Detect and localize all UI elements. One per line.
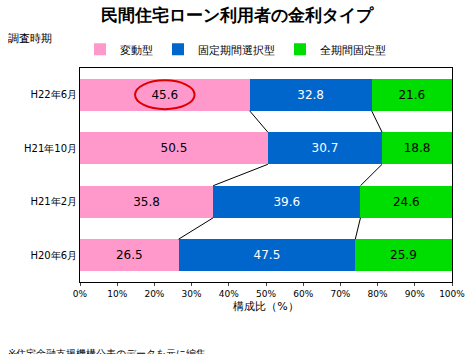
- svg-text:H20年6月: H20年6月: [30, 250, 77, 261]
- svg-text:70%: 70%: [330, 289, 350, 299]
- svg-text:25.9: 25.9: [390, 248, 417, 262]
- svg-text:全期間固定型: 全期間固定型: [320, 44, 386, 57]
- svg-text:H21年2月: H21年2月: [30, 196, 77, 207]
- svg-text:80%: 80%: [368, 289, 388, 299]
- svg-text:45.6: 45.6: [151, 88, 178, 102]
- svg-text:50.5: 50.5: [161, 141, 188, 155]
- svg-text:調査時期: 調査時期: [8, 32, 52, 45]
- svg-text:10%: 10%: [107, 289, 127, 299]
- svg-text:18.8: 18.8: [404, 141, 431, 155]
- svg-text:構成比（%）: 構成比（%）: [233, 300, 298, 313]
- svg-text:40%: 40%: [219, 289, 239, 299]
- svg-text:21.6: 21.6: [398, 88, 425, 102]
- svg-text:20%: 20%: [144, 289, 164, 299]
- svg-text:50%: 50%: [256, 289, 276, 299]
- svg-text:30.7: 30.7: [312, 141, 339, 155]
- svg-text:H22年6月: H22年6月: [30, 89, 77, 100]
- svg-text:変動型: 変動型: [120, 44, 153, 57]
- svg-text:30%: 30%: [182, 289, 202, 299]
- svg-text:固定期間選択型: 固定期間選択型: [198, 44, 275, 57]
- svg-text:民間住宅ローン利用者の金利タイプ: 民間住宅ローン利用者の金利タイプ: [101, 5, 374, 25]
- svg-text:35.8: 35.8: [133, 195, 160, 209]
- svg-text:90%: 90%: [405, 289, 425, 299]
- svg-text:※住宅金融支援機構公表のデータを元に編集。: ※住宅金融支援機構公表のデータを元に編集。: [8, 348, 216, 354]
- svg-text:0%: 0%: [73, 289, 88, 299]
- svg-text:39.6: 39.6: [273, 195, 300, 209]
- svg-text:47.5: 47.5: [254, 248, 281, 262]
- svg-text:32.8: 32.8: [297, 88, 324, 102]
- svg-text:60%: 60%: [293, 289, 313, 299]
- svg-text:24.6: 24.6: [393, 195, 420, 209]
- svg-text:26.5: 26.5: [116, 248, 143, 262]
- svg-text:H21年10月: H21年10月: [24, 143, 77, 154]
- svg-text:100%: 100%: [439, 289, 465, 299]
